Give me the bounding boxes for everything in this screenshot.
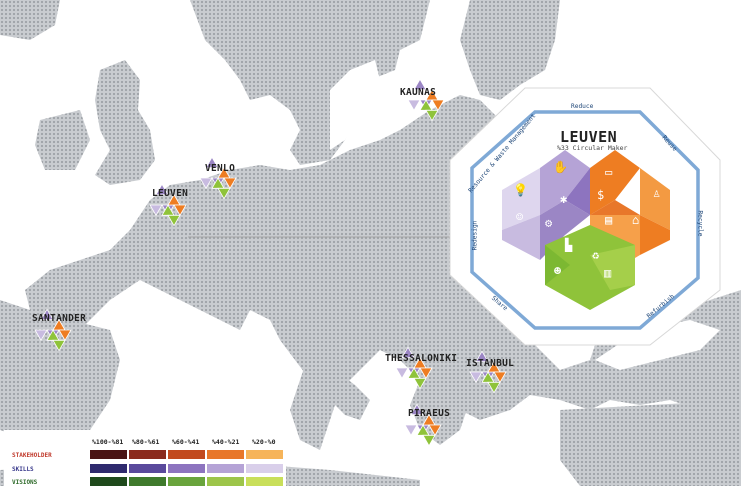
legend-row-stakeholder: STAKEHOLDER	[12, 452, 52, 459]
legend-swatch	[90, 464, 127, 473]
ring-label-left: Redesign	[471, 220, 479, 251]
legend-header-5: %20-%0	[252, 438, 276, 446]
detail-panel	[449, 87, 721, 346]
legend-swatch	[168, 450, 205, 459]
petal-group	[502, 150, 670, 310]
legend-swatch	[129, 450, 166, 459]
legend-swatch	[207, 477, 244, 486]
legend-header-1: %100-%81	[92, 438, 124, 446]
city-label-piraeus[interactable]: PIRAEUS	[408, 408, 451, 419]
legend-swatch	[129, 464, 166, 473]
panel-subtitle: %33 Circular Maker	[557, 144, 628, 152]
city-label-kaunas[interactable]: KAUNAS	[400, 87, 437, 98]
legend-swatch	[129, 477, 166, 486]
city-label-santander[interactable]: SANTANDER	[32, 313, 87, 324]
legend-header-4: %40-%21	[212, 438, 240, 446]
legend-swatch	[168, 464, 205, 473]
city-label-thessaloniki[interactable]: THESSALONIKI	[385, 353, 458, 364]
panel-title: LEUVEN	[560, 128, 618, 146]
seas	[210, 60, 720, 405]
legend-swatch	[246, 450, 283, 459]
legend-header-2: %80-%61	[132, 438, 160, 446]
legend-swatch	[90, 477, 127, 486]
ring-label-right: Recycle	[696, 210, 704, 237]
city-label-leuven[interactable]: LEUVEN	[152, 188, 189, 199]
legend-swatch	[207, 450, 244, 459]
legend-swatch	[246, 464, 283, 473]
ring-label-top: Reduce	[571, 103, 594, 110]
legend-row-visions: VISIONS	[12, 479, 38, 486]
legend-swatch	[207, 464, 244, 473]
legend-row-skills: SKILLS	[12, 466, 34, 473]
legend-swatch	[168, 477, 205, 486]
city-label-venlo[interactable]: VENLO	[205, 163, 236, 174]
legend: %100-%81 %80-%61 %60-%41 %40-%21 %20-%0 …	[4, 430, 286, 486]
legend-swatch	[246, 477, 283, 486]
legend-swatch	[90, 450, 127, 459]
city-label-istanbul[interactable]: ISTANBUL	[466, 358, 515, 369]
legend-header-3: %60-%41	[172, 438, 200, 446]
